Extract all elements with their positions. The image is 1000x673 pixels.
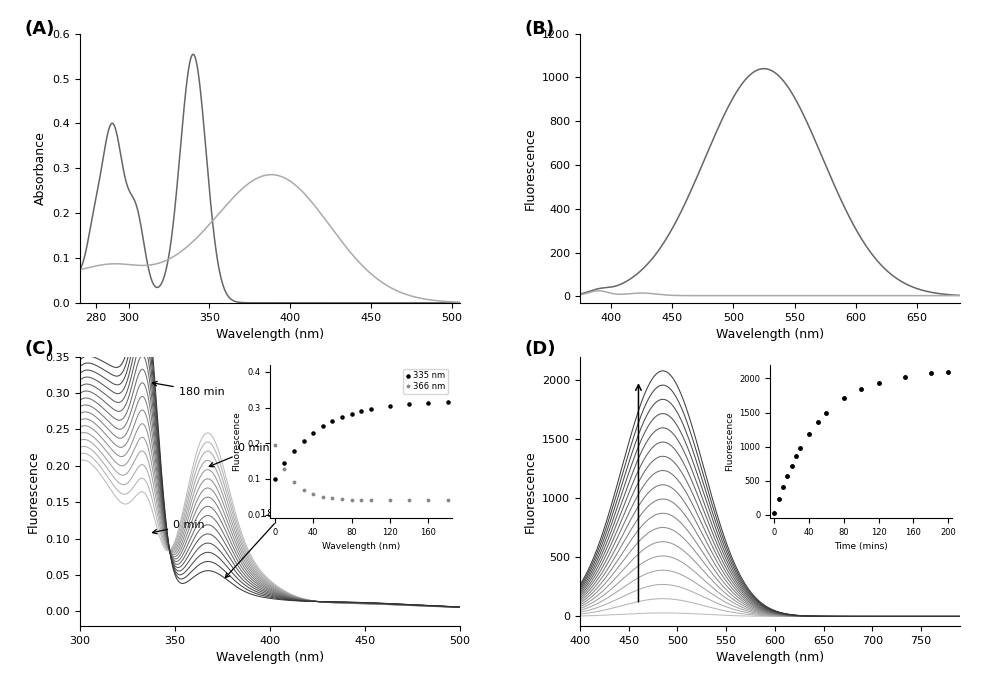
Text: 0 min: 0 min <box>152 520 205 534</box>
Text: 180 min: 180 min <box>153 382 225 396</box>
Text: 180 min: 180 min <box>225 509 306 577</box>
X-axis label: Wavelength (nm): Wavelength (nm) <box>216 328 324 341</box>
X-axis label: Wavelength (nm): Wavelength (nm) <box>716 651 824 664</box>
Y-axis label: Absorbance: Absorbance <box>34 131 47 205</box>
X-axis label: Wavelength (nm): Wavelength (nm) <box>716 328 824 341</box>
Text: (C): (C) <box>25 340 55 358</box>
Text: (B): (B) <box>525 20 555 38</box>
X-axis label: Wavelength (nm): Wavelength (nm) <box>216 651 324 664</box>
Text: (A): (A) <box>25 20 55 38</box>
Y-axis label: Fluorescence: Fluorescence <box>524 127 537 209</box>
Text: 0 min: 0 min <box>209 444 269 467</box>
Y-axis label: Fluorescence: Fluorescence <box>27 450 40 532</box>
Y-axis label: Fluorescence: Fluorescence <box>524 450 537 532</box>
Text: (D): (D) <box>525 340 556 358</box>
